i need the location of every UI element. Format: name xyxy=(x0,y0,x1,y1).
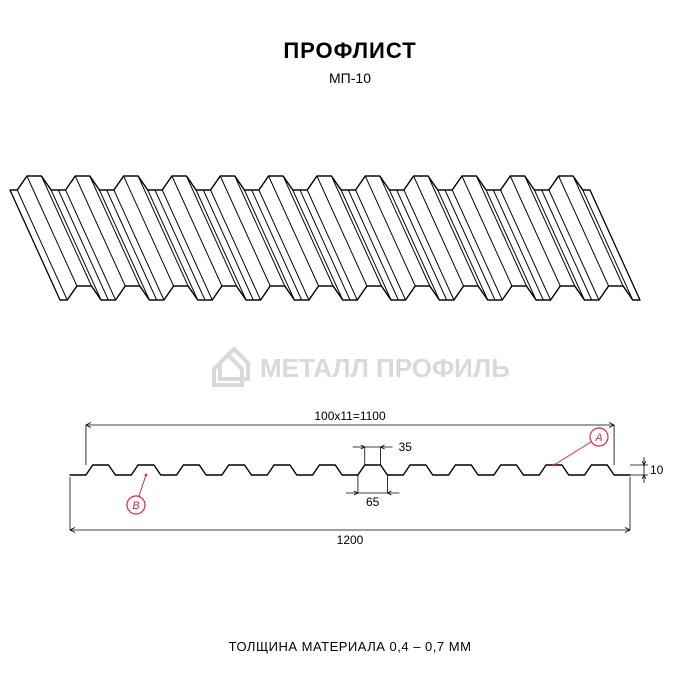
cross-section: 100х11=1100 35 65 10 1200 A B xyxy=(0,0,700,700)
top-width-label: 35 xyxy=(399,440,413,454)
page: ПРОФЛИСТ МП-10 МЕТАЛЛ ПРОФИЛЬ 100х11=110… xyxy=(0,0,700,700)
pitch-label: 100х11=1100 xyxy=(314,409,386,423)
bottom-width-label: 65 xyxy=(366,495,380,509)
height-label: 10 xyxy=(650,463,664,477)
svg-text:B: B xyxy=(132,500,139,512)
overall-width-label: 1200 xyxy=(337,533,364,547)
svg-text:A: A xyxy=(594,432,602,444)
material-thickness-note: ТОЛЩИНА МАТЕРИАЛА 0,4 – 0,7 ММ xyxy=(0,639,700,654)
